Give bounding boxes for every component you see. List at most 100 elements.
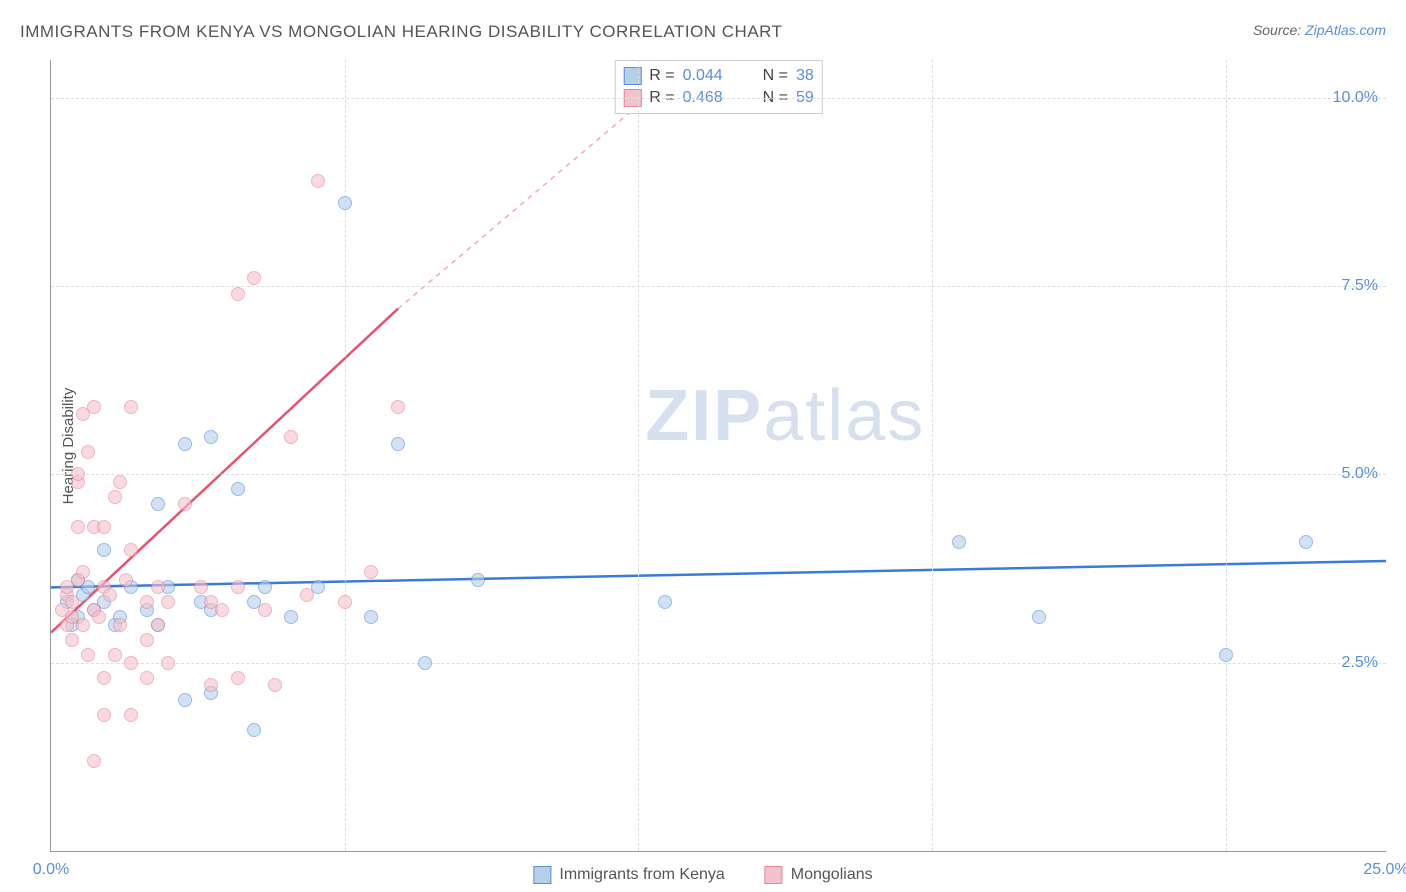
scatter-point-mongolians [124,708,138,722]
chart-title: IMMIGRANTS FROM KENYA VS MONGOLIAN HEARI… [20,22,783,42]
scatter-point-mongolians [140,595,154,609]
scatter-point-mongolians [113,475,127,489]
scatter-point-kenya [1032,610,1046,624]
scatter-point-mongolians [97,671,111,685]
scatter-point-kenya [418,656,432,670]
watermark-zip: ZIP [645,376,763,456]
legend-swatch-kenya [533,866,551,884]
scatter-point-mongolians [140,633,154,647]
scatter-point-mongolians [284,430,298,444]
scatter-point-kenya [364,610,378,624]
scatter-point-mongolians [65,595,79,609]
scatter-point-mongolians [231,671,245,685]
scatter-point-kenya [247,723,261,737]
scatter-point-mongolians [71,467,85,481]
scatter-point-mongolians [108,648,122,662]
scatter-point-mongolians [247,271,261,285]
source-link[interactable]: ZipAtlas.com [1305,22,1386,38]
legend-item-mongolians: Mongolians [765,866,873,884]
scatter-point-mongolians [113,618,127,632]
scatter-point-kenya [658,595,672,609]
scatter-point-mongolians [87,400,101,414]
scatter-point-mongolians [124,543,138,557]
scatter-point-mongolians [124,656,138,670]
chart-plot-area: ZIPatlas R = 0.044 N = 38 R = 0.468 N = … [50,60,1386,852]
legend-item-kenya: Immigrants from Kenya [533,866,724,884]
scatter-point-mongolians [151,580,165,594]
scatter-point-kenya [151,497,165,511]
scatter-point-mongolians [178,497,192,511]
y-tick-label: 5.0% [1342,465,1378,483]
legend-label-mongolians: Mongolians [791,866,873,884]
n-value-kenya: 38 [796,67,814,85]
legend-label-kenya: Immigrants from Kenya [559,866,724,884]
scatter-point-kenya [258,580,272,594]
scatter-point-mongolians [65,633,79,647]
scatter-point-mongolians [140,671,154,685]
r-value-kenya: 0.044 [683,67,743,85]
n-label: N = [763,67,788,85]
scatter-point-mongolians [338,595,352,609]
scatter-point-mongolians [215,603,229,617]
scatter-point-kenya [284,610,298,624]
gridline-vertical [638,60,639,851]
r-label: R = [649,67,674,85]
y-tick-label: 2.5% [1342,654,1378,672]
correlation-legend: R = 0.044 N = 38 R = 0.468 N = 59 [614,60,822,114]
watermark-atlas: atlas [763,376,925,456]
scatter-point-mongolians [258,603,272,617]
scatter-point-mongolians [81,648,95,662]
scatter-point-mongolians [151,618,165,632]
gridline-horizontal [51,98,1386,99]
gridline-vertical [345,60,346,851]
scatter-point-mongolians [103,588,117,602]
scatter-point-mongolians [231,287,245,301]
scatter-point-mongolians [119,573,133,587]
gridline-vertical [1226,60,1227,851]
x-tick-label: 25.0% [1363,861,1406,879]
scatter-point-kenya [231,482,245,496]
scatter-point-mongolians [97,520,111,534]
trend-line-kenya [51,561,1386,587]
scatter-point-kenya [178,693,192,707]
watermark: ZIPatlas [645,375,925,457]
scatter-point-mongolians [161,595,175,609]
series-legend: Immigrants from Kenya Mongolians [533,866,872,884]
scatter-point-mongolians [364,565,378,579]
scatter-point-mongolians [161,656,175,670]
source-attribution: Source: ZipAtlas.com [1253,22,1386,38]
scatter-point-kenya [97,543,111,557]
scatter-point-mongolians [268,678,282,692]
scatter-point-kenya [204,430,218,444]
scatter-point-mongolians [300,588,314,602]
source-prefix: Source: [1253,22,1305,38]
scatter-point-mongolians [92,610,106,624]
scatter-point-mongolians [97,708,111,722]
y-tick-label: 10.0% [1333,89,1378,107]
scatter-point-kenya [1299,535,1313,549]
scatter-point-mongolians [204,678,218,692]
legend-row-kenya: R = 0.044 N = 38 [623,65,813,87]
gridline-vertical [932,60,933,851]
scatter-point-mongolians [60,580,74,594]
scatter-point-kenya [178,437,192,451]
scatter-point-mongolians [231,580,245,594]
scatter-point-mongolians [65,610,79,624]
scatter-point-mongolians [76,565,90,579]
x-tick-label: 0.0% [33,861,69,879]
gridline-horizontal [51,663,1386,664]
scatter-point-mongolians [391,400,405,414]
scatter-point-kenya [471,573,485,587]
scatter-point-kenya [391,437,405,451]
scatter-point-mongolians [71,520,85,534]
scatter-point-mongolians [124,400,138,414]
scatter-point-mongolians [81,445,95,459]
gridline-horizontal [51,474,1386,475]
scatter-point-kenya [338,196,352,210]
scatter-point-mongolians [87,754,101,768]
y-tick-label: 7.5% [1342,277,1378,295]
gridline-horizontal [51,286,1386,287]
legend-swatch-mongolians [765,866,783,884]
scatter-point-mongolians [108,490,122,504]
scatter-point-mongolians [311,174,325,188]
